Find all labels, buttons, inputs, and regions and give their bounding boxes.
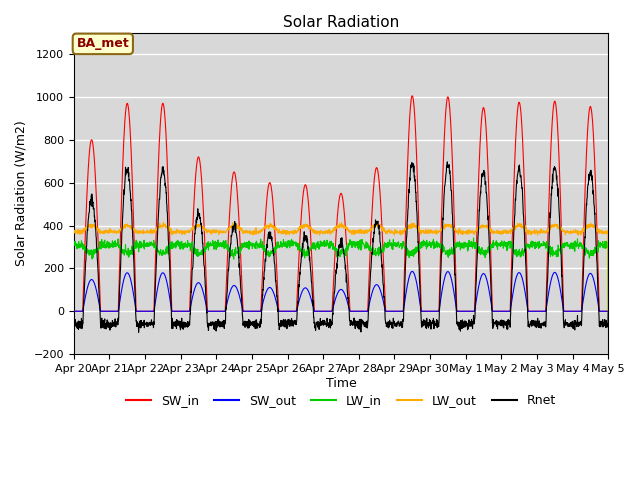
- SW_in: [604, 308, 612, 314]
- LW_out: [557, 227, 565, 233]
- SW_out: [356, 308, 364, 314]
- SW_out: [497, 308, 504, 314]
- LW_in: [604, 308, 612, 314]
- SW_out: [408, 268, 416, 274]
- SW_out: [572, 308, 580, 314]
- Rnet: [557, 262, 565, 267]
- Rnet: [70, 321, 77, 326]
- Rnet: [135, 329, 143, 335]
- LW_out: [368, 225, 376, 231]
- SW_in: [557, 219, 565, 225]
- Text: BA_met: BA_met: [76, 37, 129, 50]
- Rnet: [368, 250, 376, 255]
- SW_in: [572, 308, 580, 314]
- SW_in: [356, 308, 364, 314]
- Line: LW_in: LW_in: [74, 238, 608, 311]
- LW_out: [604, 308, 612, 314]
- Rnet: [356, 318, 364, 324]
- LW_out: [219, 228, 227, 234]
- Rnet: [497, 322, 504, 328]
- LW_out: [497, 231, 504, 237]
- Legend: SW_in, SW_out, LW_in, LW_out, Rnet: SW_in, SW_out, LW_in, LW_out, Rnet: [121, 389, 561, 412]
- LW_out: [70, 228, 77, 234]
- SW_out: [557, 292, 565, 298]
- X-axis label: Time: Time: [326, 377, 356, 390]
- Line: SW_out: SW_out: [74, 271, 608, 311]
- SW_in: [497, 308, 504, 314]
- SW_out: [604, 308, 612, 314]
- Rnet: [604, 308, 612, 314]
- LW_in: [219, 240, 227, 246]
- SW_in: [408, 93, 416, 99]
- LW_out: [159, 219, 167, 225]
- LW_in: [497, 240, 504, 246]
- LW_in: [557, 243, 565, 249]
- Line: LW_out: LW_out: [74, 222, 608, 311]
- LW_in: [70, 241, 77, 247]
- Line: Rnet: Rnet: [74, 162, 608, 332]
- SW_in: [70, 308, 77, 314]
- LW_out: [572, 229, 580, 235]
- Y-axis label: Solar Radiation (W/m2): Solar Radiation (W/m2): [15, 120, 28, 266]
- SW_out: [219, 308, 227, 314]
- Rnet: [219, 319, 227, 325]
- SW_out: [70, 308, 77, 314]
- LW_in: [572, 243, 580, 249]
- Line: SW_in: SW_in: [74, 96, 608, 311]
- Rnet: [444, 159, 451, 165]
- SW_in: [368, 214, 376, 219]
- LW_in: [356, 237, 364, 243]
- Rnet: [572, 319, 580, 325]
- LW_in: [368, 248, 376, 253]
- SW_in: [219, 308, 227, 314]
- LW_out: [356, 230, 364, 236]
- Title: Solar Radiation: Solar Radiation: [283, 15, 399, 30]
- SW_out: [368, 291, 376, 297]
- LW_in: [470, 235, 477, 241]
